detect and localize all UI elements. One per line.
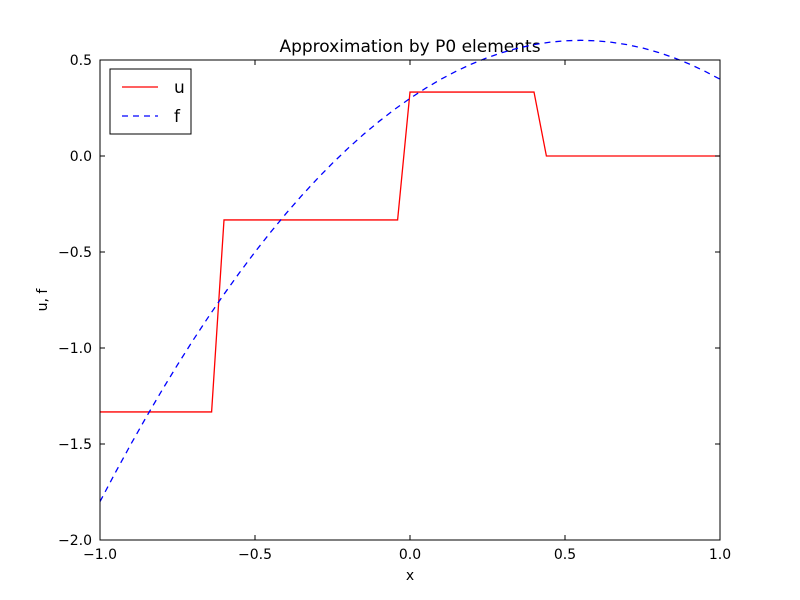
plot-background — [100, 60, 720, 540]
y-tick-label: −2.0 — [58, 533, 92, 549]
x-axis-label: x — [406, 568, 414, 584]
plot-area — [99, 39, 721, 541]
x-tick-label: 0.5 — [554, 547, 576, 563]
legend-label-f: f — [174, 107, 181, 127]
legend: u f — [109, 68, 192, 135]
legend-box — [109, 68, 192, 135]
y-axis-label: u, f — [35, 288, 51, 312]
x-tick-label: −0.5 — [238, 547, 272, 563]
y-tick-label: −1.0 — [58, 341, 92, 357]
y-tick-label: 0.0 — [70, 149, 92, 165]
series-line-u — [100, 91, 720, 413]
y-tick-label: −0.5 — [58, 245, 92, 261]
series-layer — [99, 39, 721, 502]
x-tick-label: −1.0 — [83, 547, 117, 563]
y-tick-label: −1.5 — [58, 437, 92, 453]
y-tick-label: 0.5 — [70, 53, 92, 69]
x-tick-label: 1.0 — [709, 547, 731, 563]
chart-title: Approximation by P0 elements — [279, 37, 540, 57]
ticks-layer: −1.0 −0.5 0.0 0.5 1.0 −2.0 −1.5 −1.0 −0.5 0.0 0.5 — [58, 53, 731, 563]
x-tick-label: 0.0 — [399, 547, 421, 563]
legend-label-u: u — [174, 78, 185, 98]
